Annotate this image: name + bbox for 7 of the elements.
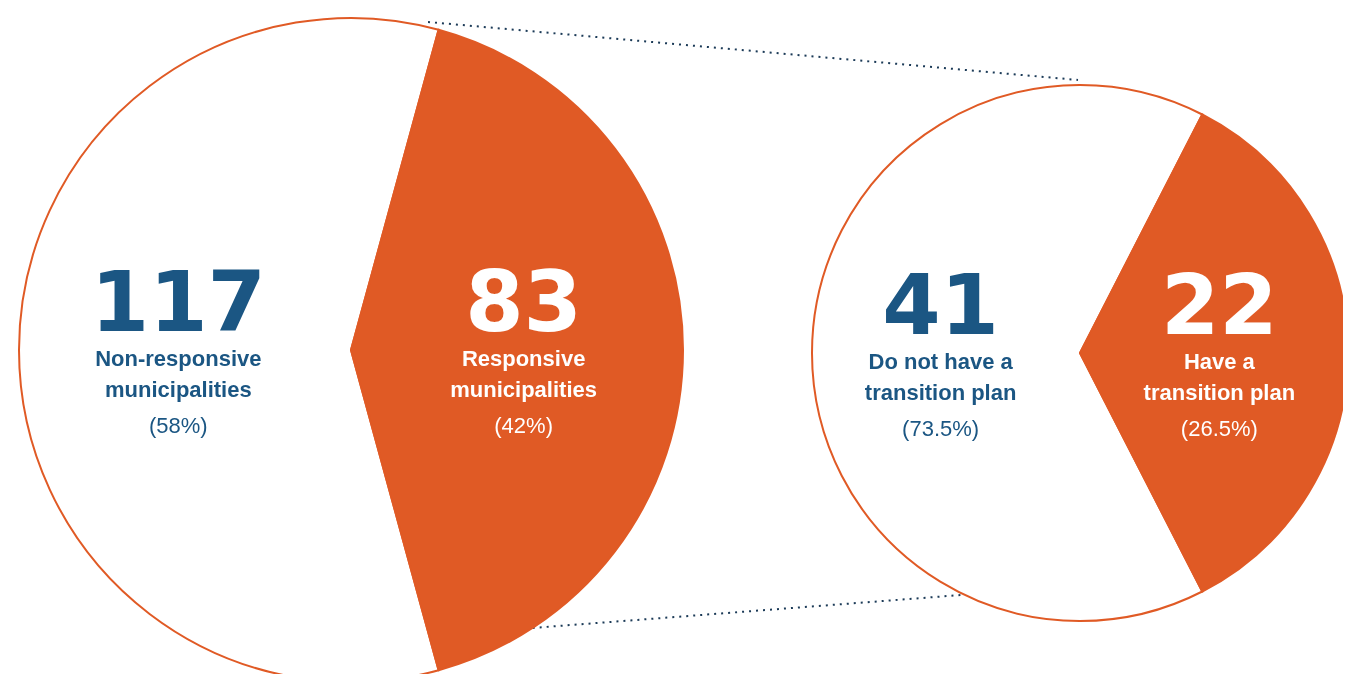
text: (73.5%) bbox=[902, 416, 980, 442]
slice-label: Do not have a transition plan bbox=[864, 348, 1017, 406]
text: (26.5%) bbox=[1180, 416, 1258, 442]
slice-label: Non-responsive municipalities bbox=[95, 345, 262, 403]
text: (58%) bbox=[149, 413, 208, 439]
slice-label: Responsive municipalities bbox=[450, 345, 597, 403]
text: (42%) bbox=[494, 413, 553, 439]
